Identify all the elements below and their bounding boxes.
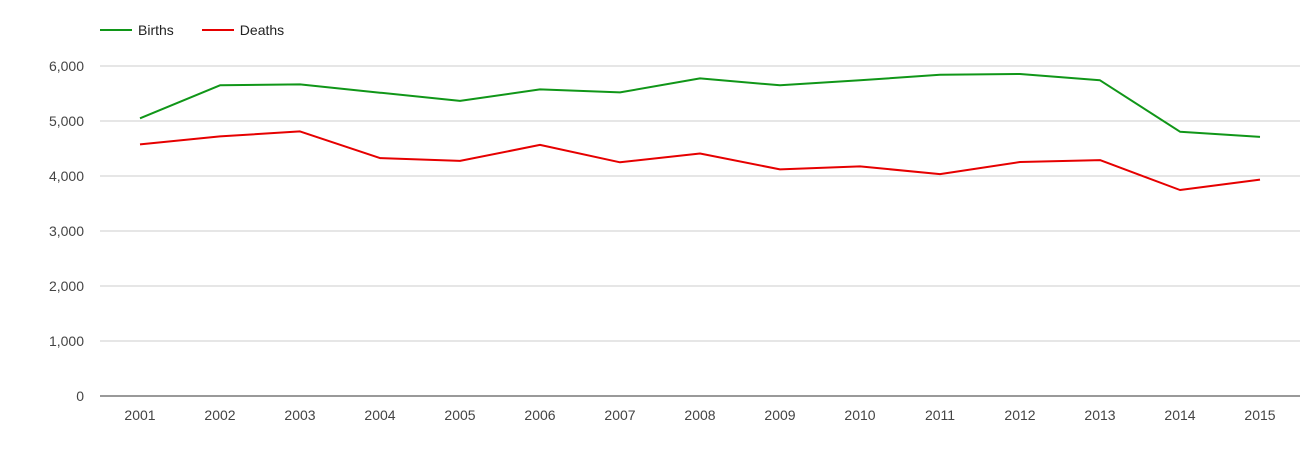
y-tick-label: 3,000 — [49, 223, 84, 239]
legend-swatch-deaths — [201, 29, 234, 31]
x-tick-label: 2011 — [925, 407, 955, 423]
x-tick-label: 2012 — [1004, 407, 1035, 423]
legend-label-births: Births — [138, 22, 174, 38]
x-tick-label: 2002 — [204, 407, 235, 423]
series-line-deaths — [139, 130, 1261, 191]
chart-legend: Births Deaths — [100, 22, 284, 38]
x-tick-label: 2007 — [604, 407, 635, 423]
legend-label-deaths: Deaths — [239, 22, 285, 38]
y-tick-label: 6,000 — [49, 58, 84, 74]
series-line-births — [139, 73, 1261, 138]
y-tick-label: 2,000 — [49, 278, 84, 294]
legend-item-deaths: Deaths — [201, 22, 285, 38]
x-tick-label: 2003 — [284, 407, 315, 423]
x-tick-label: 2005 — [444, 407, 475, 423]
x-tick-label: 2006 — [524, 407, 555, 423]
x-tick-label: 2008 — [684, 407, 715, 423]
y-tick-label: 4,000 — [49, 168, 84, 184]
y-tick-label: 5,000 — [49, 113, 84, 129]
legend-item-births: Births — [100, 22, 174, 38]
x-tick-label: 2014 — [1164, 407, 1195, 423]
x-tick-label: 2001 — [124, 407, 155, 423]
x-tick-label: 2015 — [1244, 407, 1275, 423]
y-tick-label: 1,000 — [49, 333, 84, 349]
x-tick-label: 2009 — [764, 407, 795, 423]
y-tick-label: 0 — [76, 388, 84, 404]
x-tick-label: 2004 — [364, 407, 395, 423]
x-tick-label: 2010 — [844, 407, 875, 423]
x-tick-label: 2013 — [1084, 407, 1115, 423]
legend-swatch-births — [100, 29, 132, 31]
